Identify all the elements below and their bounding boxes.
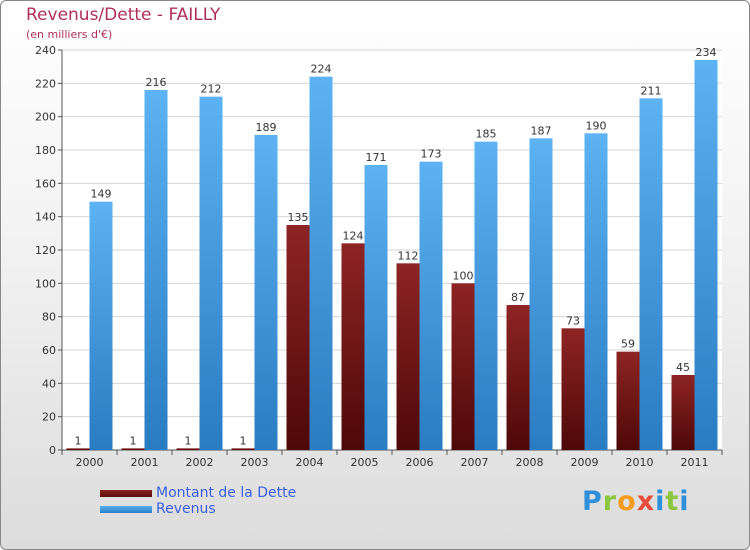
bar-debt bbox=[286, 225, 310, 450]
chart-title: Revenus/Dette - FAILLY bbox=[26, 5, 221, 25]
data-label: 211 bbox=[641, 84, 662, 97]
chart-subtitle: (en milliers d'€) bbox=[26, 28, 113, 41]
bar-debt bbox=[506, 305, 530, 450]
y-tick-label: 180 bbox=[35, 144, 56, 157]
logo-letter: i bbox=[679, 486, 690, 517]
bar-debt bbox=[341, 243, 365, 450]
proxiti-logo: Proxiti bbox=[582, 486, 690, 517]
bar-revenue bbox=[419, 161, 443, 450]
data-label: 135 bbox=[288, 211, 309, 224]
data-label: 212 bbox=[201, 83, 222, 96]
bar-debt bbox=[231, 448, 255, 450]
bar-debt bbox=[561, 328, 585, 450]
data-label: 1 bbox=[130, 434, 137, 447]
data-label: 73 bbox=[566, 314, 580, 327]
bar-revenue bbox=[584, 133, 608, 451]
x-tick-label: 2000 bbox=[76, 456, 104, 469]
bar-revenue bbox=[529, 138, 553, 451]
bar-debt bbox=[451, 283, 475, 450]
data-label: 224 bbox=[311, 63, 332, 76]
y-tick-label: 200 bbox=[35, 111, 56, 124]
y-tick-label: 100 bbox=[35, 277, 56, 290]
data-label: 124 bbox=[343, 229, 364, 242]
data-label: 185 bbox=[476, 128, 497, 141]
data-label: 216 bbox=[146, 76, 167, 89]
bar-revenue bbox=[144, 90, 168, 450]
x-tick-label: 2007 bbox=[461, 456, 489, 469]
data-label: 45 bbox=[676, 361, 690, 374]
bar-debt bbox=[176, 448, 200, 450]
bar-debt bbox=[66, 448, 90, 450]
data-label: 87 bbox=[511, 291, 525, 304]
x-tick-label: 2004 bbox=[296, 456, 324, 469]
data-label: 149 bbox=[91, 188, 112, 201]
bar-revenue bbox=[309, 76, 333, 451]
bar-debt bbox=[396, 263, 420, 450]
y-tick-label: 140 bbox=[35, 211, 56, 224]
data-label: 187 bbox=[531, 124, 552, 137]
y-tick-label: 160 bbox=[35, 177, 56, 190]
y-tick-label: 240 bbox=[35, 44, 56, 57]
logo-letter: i bbox=[655, 486, 666, 517]
data-label: 190 bbox=[586, 119, 607, 132]
data-label: 112 bbox=[398, 249, 419, 262]
bar-revenue bbox=[694, 60, 718, 450]
data-label: 234 bbox=[696, 46, 717, 59]
x-tick-label: 2008 bbox=[516, 456, 544, 469]
x-tick-label: 2010 bbox=[626, 456, 654, 469]
x-tick-label: 2003 bbox=[241, 456, 269, 469]
y-tick-label: 120 bbox=[35, 244, 56, 257]
x-tick-label: 2011 bbox=[681, 456, 709, 469]
logo-letter: t bbox=[665, 486, 680, 517]
bar-revenue bbox=[474, 141, 498, 450]
legend-label-revenue: Revenus bbox=[156, 501, 216, 517]
logo-letter: P bbox=[582, 486, 603, 517]
bar-revenue bbox=[364, 165, 388, 450]
y-tick-label: 20 bbox=[42, 411, 56, 424]
legend-label-debt: Montant de la Dette bbox=[156, 485, 297, 501]
bar-debt bbox=[671, 375, 695, 450]
y-tick-label: 60 bbox=[42, 344, 56, 357]
logo-letter: o bbox=[617, 486, 637, 517]
x-tick-label: 2009 bbox=[571, 456, 599, 469]
bar-debt bbox=[121, 448, 145, 450]
legend-swatch-debt bbox=[100, 490, 152, 497]
x-tick-label: 2002 bbox=[186, 456, 214, 469]
x-tick-label: 2005 bbox=[351, 456, 379, 469]
x-tick-label: 2001 bbox=[131, 456, 159, 469]
data-label: 100 bbox=[453, 269, 474, 282]
bar-revenue bbox=[254, 135, 278, 450]
y-tick-label: 40 bbox=[42, 377, 56, 390]
data-label: 1 bbox=[240, 434, 247, 447]
bar-revenue bbox=[89, 201, 113, 450]
bar-debt bbox=[616, 351, 640, 450]
y-tick-label: 0 bbox=[49, 444, 56, 457]
bar-revenue bbox=[199, 96, 223, 451]
y-tick-label: 80 bbox=[42, 311, 56, 324]
logo-letter: r bbox=[602, 486, 618, 517]
data-label: 189 bbox=[256, 121, 277, 134]
bar-revenue bbox=[639, 98, 663, 450]
x-tick-label: 2006 bbox=[406, 456, 434, 469]
logo-letter: x bbox=[636, 486, 656, 517]
data-label: 1 bbox=[185, 434, 192, 447]
data-label: 1 bbox=[75, 434, 82, 447]
data-label: 173 bbox=[421, 148, 442, 161]
legend-swatch-revenue bbox=[100, 506, 152, 513]
y-tick-label: 220 bbox=[35, 77, 56, 90]
data-label: 59 bbox=[621, 338, 635, 351]
data-label: 171 bbox=[366, 151, 387, 164]
